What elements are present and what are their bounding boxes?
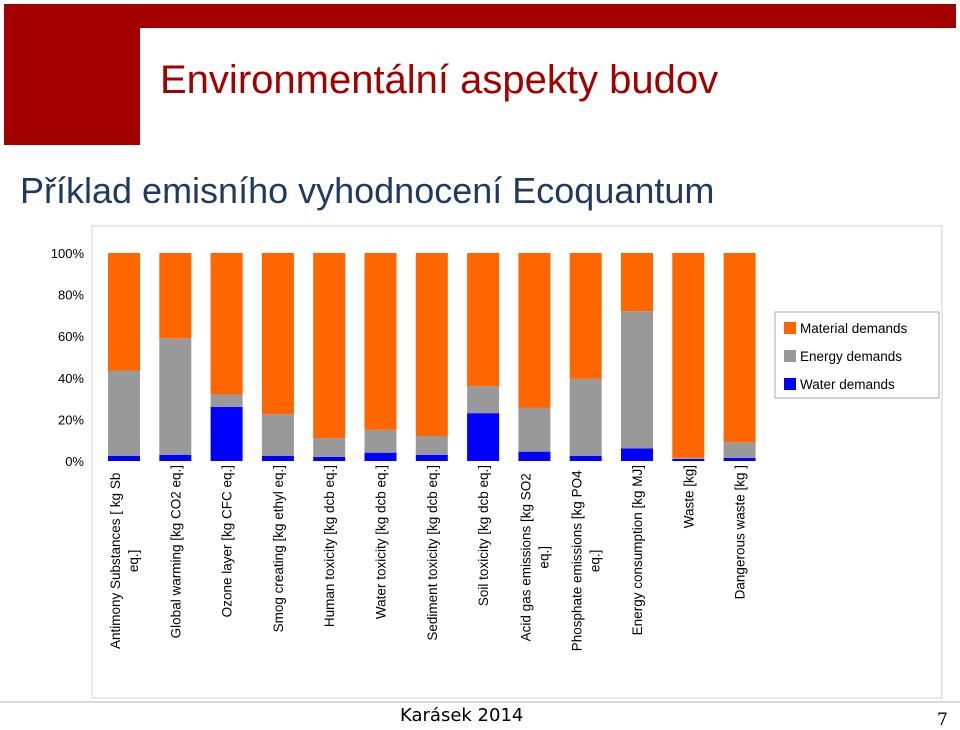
x-tick-label-group: Global warming [kg CO2 eq.]	[168, 465, 183, 638]
y-tick-label: 40%	[58, 371, 84, 386]
x-tick-label-group: Soil toxicity [kg dcb eq.]	[476, 465, 491, 606]
chart-container: 0% 20% 40% 60% 80% 100% Antimony Substances […	[0, 225, 960, 700]
bar-segment-water-demands	[313, 456, 346, 461]
bar-segment-material-demands	[672, 253, 705, 458]
bar-segment-material-demands	[723, 253, 756, 443]
bar-segment-water-demands	[261, 455, 294, 461]
stacked-bar-chart: 0% 20% 40% 60% 80% 100% Antimony Substances […	[51, 225, 943, 699]
y-tick-label: 20%	[58, 412, 84, 427]
bar-segment-water-demands	[621, 448, 653, 461]
bar-segment-water-demands	[672, 458, 705, 461]
bars-layer	[108, 253, 756, 461]
legend-label: Water demands	[800, 377, 895, 392]
x-tick-label: Water toxicity [kg dcb eq.]	[374, 465, 389, 619]
bar-segment-material-demands	[621, 253, 653, 312]
x-axis-labels: Antimony Substances [ kg Sb eq.] Global wa…	[108, 465, 748, 651]
header-banner	[4, 4, 956, 145]
x-tick-label-group: Dangerous waste [kg ]	[733, 465, 748, 599]
bar-segment-energy-demands	[210, 394, 243, 407]
x-tick-label: eq.]	[536, 546, 551, 569]
y-tick-label: 100%	[51, 246, 85, 261]
x-tick-label-group: Antimony Substances [ kg Sb eq.]	[108, 473, 141, 649]
bar-segment-material-demands	[415, 253, 448, 437]
x-tick-label: Sediment toxicity [kg dcb eq.]	[425, 465, 440, 641]
bar-segment-energy-demands	[108, 370, 140, 456]
x-tick-label-group: Smog creating [kg ethyl eq.]	[271, 465, 286, 632]
footer-author: Karásek 2014	[400, 705, 524, 726]
slide-subtitle: Příklad emisního vyhodnocení Ecoquantum	[20, 170, 715, 211]
bar-segment-material-demands	[313, 253, 346, 439]
y-tick-label: 0%	[65, 454, 84, 469]
x-tick-label-group: Energy consumption [kg MJ]	[630, 465, 645, 635]
x-tick-label: eq.]	[126, 550, 141, 573]
x-tick-label-group: Waste [kg]	[681, 465, 696, 528]
bar-segment-material-demands	[518, 253, 551, 408]
x-tick-label: eq.]	[588, 550, 603, 573]
y-tick-label: 80%	[58, 288, 84, 303]
x-tick-label-group: Ozone layer [kg CFC eq.]	[220, 465, 235, 617]
bar-segment-water-demands	[415, 454, 448, 461]
bar-segment-material-demands	[261, 253, 294, 415]
header-inner-panel	[140, 28, 956, 145]
bar-segment-material-demands	[364, 253, 397, 430]
x-tick-label: Dangerous waste [kg ]	[733, 465, 748, 599]
bar-segment-water-demands	[467, 413, 500, 461]
x-tick-label: Phosphate emissions [kg PO4	[570, 470, 585, 651]
legend-swatch-material-demands	[784, 322, 796, 334]
slide-title: Environmentální aspekty budov	[160, 58, 719, 102]
bar-segment-energy-demands	[723, 442, 756, 458]
legend-label: Energy demands	[800, 349, 902, 364]
y-axis-ticks: 0% 20% 40% 60% 80% 100%	[51, 246, 85, 469]
bar-segment-water-demands	[518, 451, 551, 461]
x-tick-label-group: Water toxicity [kg dcb eq.]	[374, 465, 389, 619]
bar-segment-water-demands	[364, 452, 397, 461]
bar-segment-energy-demands	[261, 414, 294, 456]
bar-segment-material-demands	[210, 253, 243, 395]
footer-divider	[0, 701, 960, 703]
bar-segment-material-demands	[467, 253, 500, 387]
x-tick-label: Human toxicity [kg dcb eq.]	[322, 465, 337, 627]
x-tick-label: Global warming [kg CO2 eq.]	[168, 465, 183, 638]
bar-segment-water-demands	[210, 406, 243, 461]
bar-segment-energy-demands	[518, 407, 551, 452]
bar-segment-material-demands	[159, 253, 192, 339]
y-tick-label: 60%	[58, 329, 84, 344]
page-number: 7	[937, 710, 948, 730]
bar-segment-energy-demands	[313, 438, 346, 457]
bar-segment-energy-demands	[569, 378, 602, 456]
x-tick-label-group: Human toxicity [kg dcb eq.]	[322, 465, 337, 627]
x-tick-label-group: Sediment toxicity [kg dcb eq.]	[425, 465, 440, 641]
legend-swatch-energy-demands	[784, 350, 796, 362]
x-tick-label: Smog creating [kg ethyl eq.]	[271, 465, 286, 632]
legend-swatch-water-demands	[784, 378, 796, 390]
bar-segment-water-demands	[108, 455, 140, 461]
x-tick-label-group: Phosphate emissions [kg PO4 eq.]	[570, 470, 603, 651]
x-tick-label: Ozone layer [kg CFC eq.]	[220, 465, 235, 617]
x-tick-label: Soil toxicity [kg dcb eq.]	[476, 465, 491, 606]
bar-segment-material-demands	[108, 253, 140, 371]
bar-segment-water-demands	[569, 455, 602, 461]
x-tick-label-group: Acid gas emissions [kg SO2 eq.]	[518, 473, 551, 641]
x-tick-label: Acid gas emissions [kg SO2	[518, 473, 533, 641]
chart-legend: Material demands Energy demands Water dema…	[774, 311, 940, 399]
legend-label: Material demands	[800, 321, 908, 336]
bar-segment-energy-demands	[159, 338, 192, 455]
bar-segment-water-demands	[159, 454, 192, 461]
bar-segment-energy-demands	[467, 386, 500, 414]
bar-segment-water-demands	[723, 457, 756, 461]
bar-segment-material-demands	[569, 253, 602, 379]
x-tick-label: Waste [kg]	[681, 465, 696, 528]
x-tick-label: Energy consumption [kg MJ]	[630, 465, 645, 635]
bar-segment-energy-demands	[672, 457, 705, 459]
x-tick-label: Antimony Substances [ kg Sb	[108, 473, 123, 649]
bar-segment-energy-demands	[415, 436, 448, 455]
legend-box	[774, 311, 940, 399]
bar-segment-energy-demands	[364, 429, 397, 453]
bar-segment-energy-demands	[621, 311, 653, 449]
